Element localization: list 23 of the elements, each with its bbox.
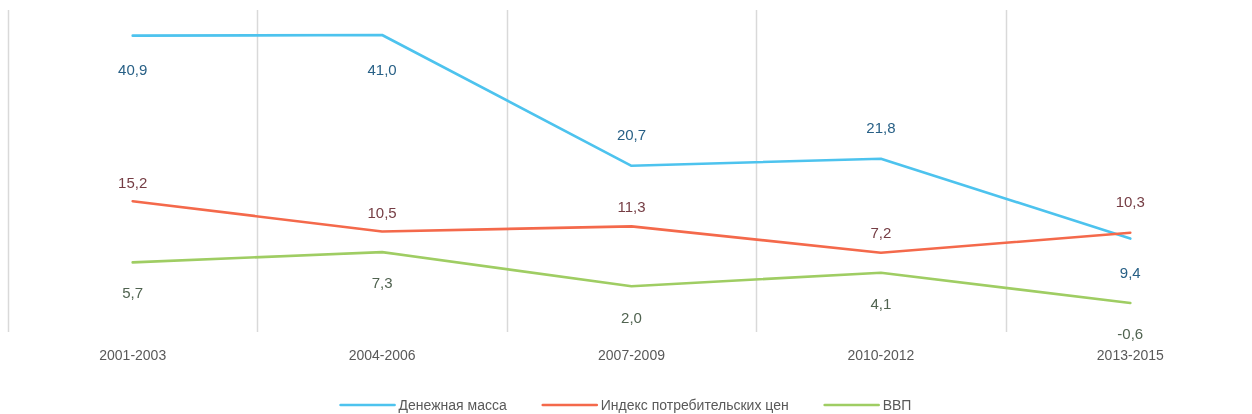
data-label: 4,1 xyxy=(870,295,892,313)
data-label: 7,2 xyxy=(870,224,892,242)
data-label: 9,4 xyxy=(1119,264,1141,282)
x-tick-label: 2013-2015 xyxy=(1096,346,1164,363)
legend-label: Денежная масса xyxy=(398,397,507,413)
x-tick-label: 2004-2006 xyxy=(348,346,416,363)
data-label: 2,0 xyxy=(621,308,642,326)
data-label: 40,9 xyxy=(118,61,148,79)
x-tick-label: 2010-2012 xyxy=(847,346,915,363)
data-label: 21,8 xyxy=(866,119,896,137)
legend-label: ВВП xyxy=(882,397,912,413)
data-label: 11,3 xyxy=(617,197,646,215)
data-label: 5,7 xyxy=(122,283,144,301)
data-label: -0,6 xyxy=(1117,324,1144,342)
data-label: 7,3 xyxy=(371,273,393,291)
legend-label: Индекс потребительских цен xyxy=(600,397,789,413)
data-label: 15,2 xyxy=(118,173,148,191)
data-label: 20,7 xyxy=(616,126,647,144)
data-label: 41,0 xyxy=(367,60,397,78)
data-label: 10,3 xyxy=(1115,193,1145,211)
x-tick-label: 2007-2009 xyxy=(598,346,666,363)
data-label: 10,5 xyxy=(367,203,397,221)
x-tick-label: 2001-2003 xyxy=(99,346,167,363)
